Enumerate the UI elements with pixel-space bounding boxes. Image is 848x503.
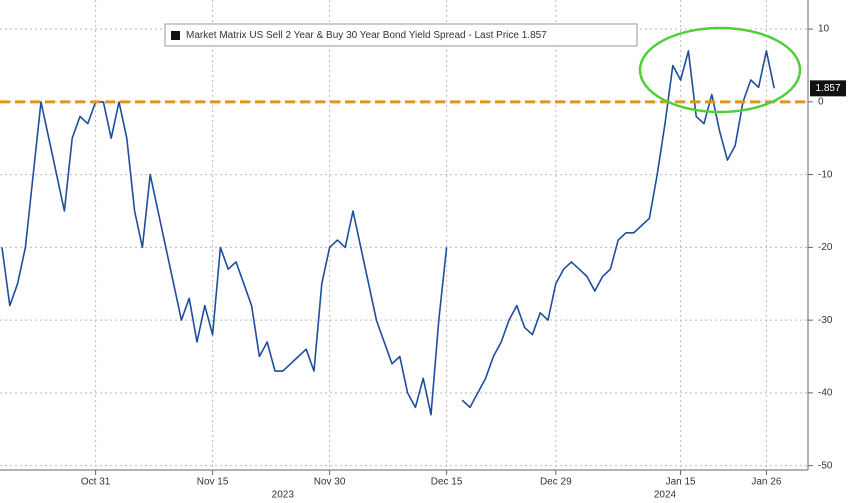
x-tick-label: Dec 29 — [540, 477, 572, 488]
series-line — [1, 50, 775, 416]
x-tick-label: Jan 26 — [751, 477, 781, 488]
legend-label: Market Matrix US Sell 2 Year & Buy 30 Ye… — [186, 30, 547, 41]
y-tick-label: -10 — [818, 169, 833, 180]
year-label: 2023 — [272, 490, 295, 501]
year-label: 2024 — [654, 490, 677, 501]
x-tick-label: Nov 15 — [197, 477, 229, 488]
y-tick-label: 10 — [818, 24, 830, 35]
y-tick-label: -20 — [818, 242, 833, 253]
x-tick-label: Dec 15 — [431, 477, 463, 488]
x-tick-label: Oct 31 — [81, 477, 111, 488]
highlight-ellipse — [638, 26, 802, 114]
y-tick-label: 0 — [818, 96, 824, 107]
last-price-box — [810, 80, 846, 97]
grid — [0, 0, 808, 470]
y-tick-label: -30 — [818, 315, 833, 326]
x-tick-label: Nov 30 — [314, 477, 346, 488]
x-tick-label: Jan 15 — [666, 477, 696, 488]
plot — [0, 50, 808, 416]
legend — [164, 23, 638, 47]
last-price-label: 1.857 — [815, 83, 840, 94]
y-tick-label: -50 — [818, 460, 833, 471]
legend-swatch — [171, 31, 180, 40]
y-tick-label: -40 — [818, 388, 833, 399]
